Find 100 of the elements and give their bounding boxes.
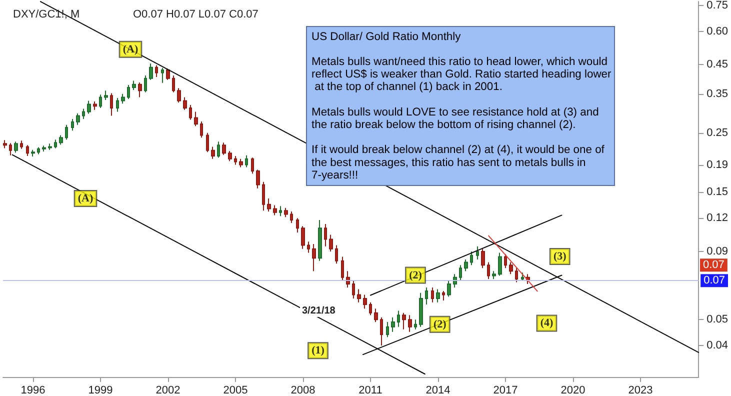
candlestick	[352, 280, 355, 299]
candlestick	[419, 292, 423, 328]
candlestick	[116, 97, 119, 112]
annotation: (2)	[433, 318, 447, 330]
y-tick-label: 0.15	[706, 186, 728, 198]
candlestick	[251, 157, 254, 174]
candlestick	[82, 108, 85, 120]
x-tick-label: 2020	[560, 384, 586, 396]
x-tick-label: 2002	[156, 384, 180, 396]
annotation: (A)	[122, 43, 138, 56]
candlestick	[132, 80, 136, 90]
annotation: 3/21/18	[302, 306, 336, 316]
candlestick	[284, 207, 288, 218]
candlestick	[138, 82, 142, 98]
candlestick	[312, 243, 316, 272]
candlestick	[431, 286, 434, 303]
candlestick	[9, 142, 12, 156]
x-tick-label: 2005	[223, 384, 248, 396]
candlestick	[104, 90, 108, 101]
y-tick-label: 0.60	[706, 25, 728, 38]
x-tick-label: 1996	[20, 384, 46, 396]
text: O0.07 H0.07 L0.07 C0.07	[133, 8, 258, 20]
candlestick	[380, 316, 383, 346]
candlestick	[234, 155, 237, 166]
candlestick	[155, 64, 158, 78]
candlestick	[149, 62, 153, 80]
candlestick	[245, 154, 248, 168]
candlestick	[481, 248, 485, 269]
candlestick	[374, 308, 378, 322]
annotation: (1)	[312, 344, 325, 357]
candlestick	[65, 124, 68, 140]
candlestick	[369, 302, 372, 316]
candlestick	[515, 268, 518, 283]
candlestick	[183, 96, 187, 110]
text: 0.07	[703, 259, 724, 272]
annotation: (2)	[409, 269, 422, 282]
candlestick	[492, 270, 496, 280]
candlestick	[442, 290, 445, 301]
candlestick	[521, 272, 524, 282]
candlestick	[93, 100, 97, 110]
candlestick	[425, 286, 428, 305]
y-tick-label: 0.09	[706, 245, 728, 258]
candlestick	[211, 146, 215, 160]
candlestick	[464, 258, 468, 272]
candlestick	[509, 262, 513, 275]
candlestick	[329, 234, 333, 252]
candlestick	[31, 149, 35, 158]
candlestick	[48, 143, 52, 150]
x-tick-label: 2008	[290, 384, 316, 396]
candlestick	[447, 280, 451, 298]
candlestick	[20, 140, 23, 150]
candlestick	[76, 112, 80, 126]
candlestick	[324, 224, 327, 247]
candlestick	[189, 104, 192, 120]
candlestick	[436, 288, 440, 303]
y-tick-label: 0.25	[706, 126, 728, 139]
candlestick	[239, 158, 243, 168]
annotation: Metals bulls would LOVE to see resistance hold at (3) and the ratio break below the bottom of rising channel (2).	[312, 106, 602, 131]
candlestick	[37, 146, 40, 155]
annotation: (A)	[78, 192, 94, 205]
candlestick	[402, 312, 406, 330]
candlestick	[14, 141, 18, 154]
y-tick-label: 0.05	[706, 314, 728, 326]
candlestick	[459, 264, 462, 282]
candlestick	[476, 246, 479, 260]
text: DXY/GC1!, M	[13, 8, 80, 20]
candlestick	[54, 139, 57, 149]
candlestick	[273, 204, 277, 216]
ref-line-label: 0.07	[704, 274, 726, 287]
candlestick	[397, 310, 400, 328]
candlestick	[222, 142, 226, 156]
candlestick	[262, 181, 265, 212]
x-tick-label: 2023	[628, 384, 653, 396]
candlestick	[99, 94, 102, 108]
candlestick	[408, 314, 412, 332]
annotation: US Dollar/ Gold Ratio Monthly	[312, 30, 462, 43]
x-tick-label: 1999	[88, 384, 113, 396]
candlestick	[504, 254, 507, 269]
candlestick	[301, 226, 305, 250]
candlestick	[177, 88, 181, 103]
candlestick	[166, 68, 170, 80]
y-tick-label: 0.12	[706, 212, 728, 224]
candlestick	[290, 211, 293, 224]
candlestick	[217, 141, 220, 158]
candlestick	[172, 75, 175, 93]
candlestick	[256, 169, 260, 189]
x-tick-label: 2011	[358, 384, 382, 396]
candlestick	[42, 145, 46, 152]
candlestick	[296, 218, 299, 233]
x-tick-label: 2014	[426, 384, 450, 396]
candlestick	[341, 256, 344, 282]
candlestick	[59, 134, 63, 146]
candlestick	[110, 92, 113, 116]
candlestick	[487, 262, 490, 280]
candlestick	[71, 118, 74, 132]
y-tick-label: 0.45	[706, 58, 728, 71]
candlestick	[26, 144, 29, 156]
y-tick-label: 0.04	[706, 340, 728, 352]
candlestick	[357, 288, 361, 303]
candlestick	[144, 75, 147, 93]
